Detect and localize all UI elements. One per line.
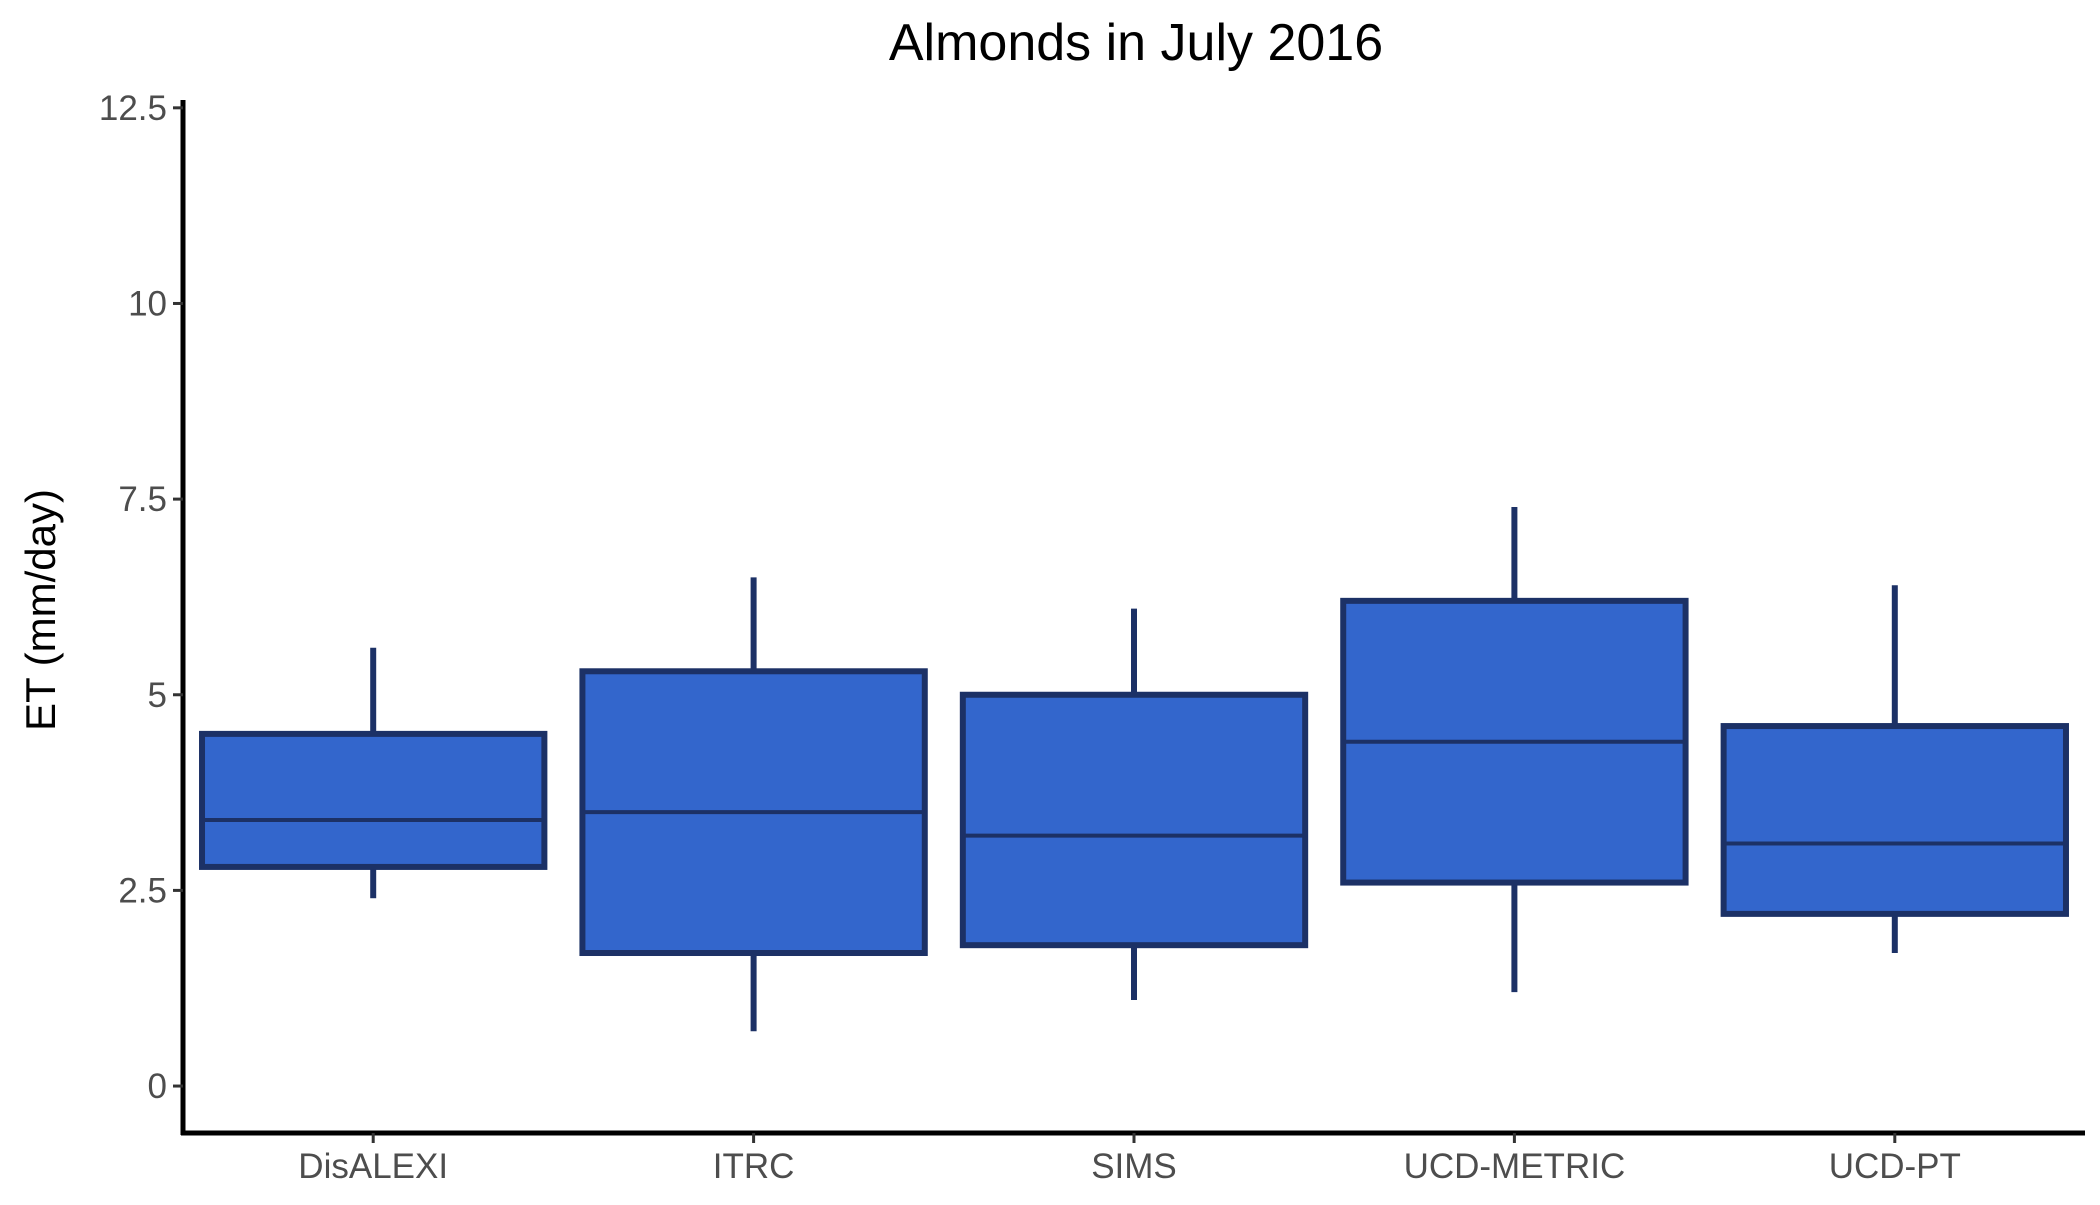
y-tick-label: 10 (128, 284, 167, 323)
box-group-ucd-pt (1720, 585, 2069, 954)
y-tick-label: 12.5 (99, 89, 167, 128)
x-tick-label: ITRC (713, 1147, 795, 1186)
x-tick-label: UCD-PT (1829, 1147, 1961, 1186)
y-axis-title: ET (mm/day) (17, 489, 64, 731)
y-tick-label: 5 (148, 676, 167, 715)
box-iqr (1720, 723, 2069, 917)
box-group-disalexi (199, 647, 548, 899)
y-tick-label: 2.5 (118, 871, 167, 910)
box-group-ucd-metric (1340, 506, 1689, 993)
box-group-itrc (579, 577, 928, 1032)
box-group-sims (959, 608, 1309, 1000)
boxes-layer (199, 506, 2069, 1032)
box-iqr (959, 691, 1309, 949)
chart-title: Almonds in July 2016 (889, 14, 1383, 72)
x-tick-label: SIMS (1091, 1147, 1177, 1186)
box-iqr (199, 730, 548, 870)
y-tick-label: 7.5 (118, 480, 167, 519)
x-tick-label: DisALEXI (298, 1147, 448, 1186)
y-tick-label: 0 (148, 1067, 167, 1106)
axes-layer: 0 2.5 5 7.5 10 12.5 DisALEXI ITRC SIMS UCD-METRIC… (99, 89, 2085, 1186)
x-tick-label: UCD-METRIC (1404, 1147, 1626, 1186)
